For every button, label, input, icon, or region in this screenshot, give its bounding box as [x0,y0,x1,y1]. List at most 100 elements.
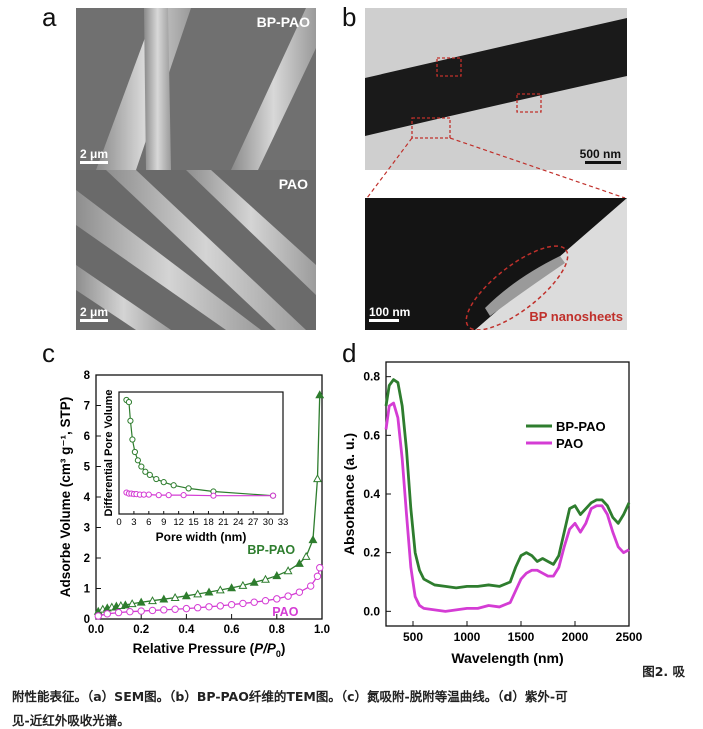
y-tick-label: 0.2 [363,546,380,560]
series-bp-pao-point [170,593,180,602]
inset-x-tick-label: 12 [173,517,184,528]
series-bp-pao-point [227,583,237,592]
series-bp-pao-point [159,594,169,603]
series-pao-point [295,588,304,596]
series-line-pao [384,401,630,613]
y-tick-label: 0.6 [363,428,380,442]
sem-scale-bottom: 2 μm [80,305,108,322]
inset-x-tick-label: 30 [263,517,274,528]
inset-pao-point [210,492,217,499]
series-bp-pao-point [283,566,293,575]
tem-fiber-top [365,8,627,170]
series-pao-point [137,607,145,615]
series-bp-pao-point [313,474,322,483]
legend-label-pao: PAO [272,605,298,619]
bp-nanosheets-label: BP nanosheets [529,309,623,324]
inset-bp-pao-point [127,417,134,424]
inset-pao-point [140,491,147,498]
y-axis-label: Absorbance (a. u.) [341,433,357,555]
inset-x-axis-label: Pore width (nm) [156,530,247,544]
inset-pao-point [180,492,187,499]
x-tick-label: 1500 [508,630,535,644]
y-tick-label: 0.0 [363,604,380,618]
inset-bp-pao-point [170,482,177,489]
series-line-bp-pao [384,378,631,590]
series-pao-point [216,602,225,610]
y-tick-label: 0.4 [363,487,380,501]
series-bp-pao-point [249,577,259,586]
tem-scale-bottom: 100 nm [369,305,410,322]
sem-label-bp-pao: BP-PAO [256,14,310,30]
x-tick-label: 1.0 [314,624,330,636]
y-tick-label: 1 [84,584,91,596]
sem-fibers-bottom [76,170,316,330]
inset-bp-pao-point [146,471,153,478]
series-pao-point [261,597,270,605]
inset-x-tick-label: 33 [278,517,289,528]
y-tick-label: 5 [84,462,91,474]
inset-bp-pao-point [185,485,192,492]
series-line-pao [98,567,321,617]
series-pao-point [103,610,112,618]
y-axis-label: Adsorbe Volume (cm³ g⁻¹, STP) [58,397,73,597]
caption-line-1: 图2. 吸 [642,664,685,679]
inset-bp-pao-point [131,448,139,456]
y-tick-label: 8 [84,370,91,382]
inset-bp-pao-point [129,436,136,443]
series-pao-point [126,607,134,616]
inset-bp-pao-point [142,468,149,475]
series-pao-point [182,604,191,613]
inset-pao-point [269,492,277,499]
series-bp-pao-point [193,589,203,598]
series-bp-pao-point [272,571,282,580]
series-bp-pao-point [136,597,146,606]
x-tick-label: 500 [403,630,423,644]
inset-pao-point [165,492,172,499]
series-bp-pao-point [120,600,130,609]
series-bp-pao-point [181,591,191,600]
sem-image-pao: PAO 2 μm [76,170,316,330]
inset-bp-pao-point [153,475,160,483]
series-bp-pao-point [294,558,304,567]
tem-image-high-mag: 100 nm BP nanosheets [365,198,627,330]
y-tick-label: 4 [84,492,91,504]
legend-label-bp-pao: BP-PAO [247,543,295,557]
x-tick-label: 0.6 [224,624,240,636]
series-bp-pao-point [238,580,248,589]
inset-x-tick-label: 15 [188,517,199,528]
inset-bp-pao-point [160,479,167,486]
x-axis-label: Relative Pressure (P/P0) [133,641,286,659]
legend-label-pao: PAO [556,436,583,451]
series-pao-point [114,608,123,617]
tem-scale-top: 500 nm [580,147,621,164]
panel-b-letter: b [342,2,357,32]
y-tick-label: 2 [84,553,90,565]
inset-x-tick-label: 24 [233,517,244,528]
legend-label-bp-pao: BP-PAO [556,419,606,434]
scale-bar [80,319,108,322]
series-pao-point [250,598,258,606]
x-tick-label: 1000 [454,630,481,644]
sem-image-bp-pao: BP-PAO 2 μm [76,8,316,170]
series-pao-point [307,582,315,590]
scale-bar [585,161,621,164]
series-pao-point [148,606,157,615]
inset-bp-pao-point [134,457,141,464]
inset-x-tick-label: 6 [146,517,151,528]
panel-d-letter: d [342,338,357,368]
inset-x-tick-label: 21 [218,517,229,528]
sem-fibers-top [76,8,316,170]
series-pao-point [205,603,213,611]
inset-bp-pao-point [138,463,145,470]
panel-a-letter: a [42,2,57,32]
series-pao-point [227,600,236,609]
series-bp-pao-point [308,535,318,544]
x-tick-label: 0.2 [133,624,149,636]
x-tick-label: 0.0 [88,624,104,636]
inset-x-tick-label: 0 [116,517,121,528]
y-tick-label: 6 [84,431,90,443]
x-tick-label: 2500 [616,630,643,644]
series-pao-point [94,612,102,620]
series-pao-point [313,572,322,581]
